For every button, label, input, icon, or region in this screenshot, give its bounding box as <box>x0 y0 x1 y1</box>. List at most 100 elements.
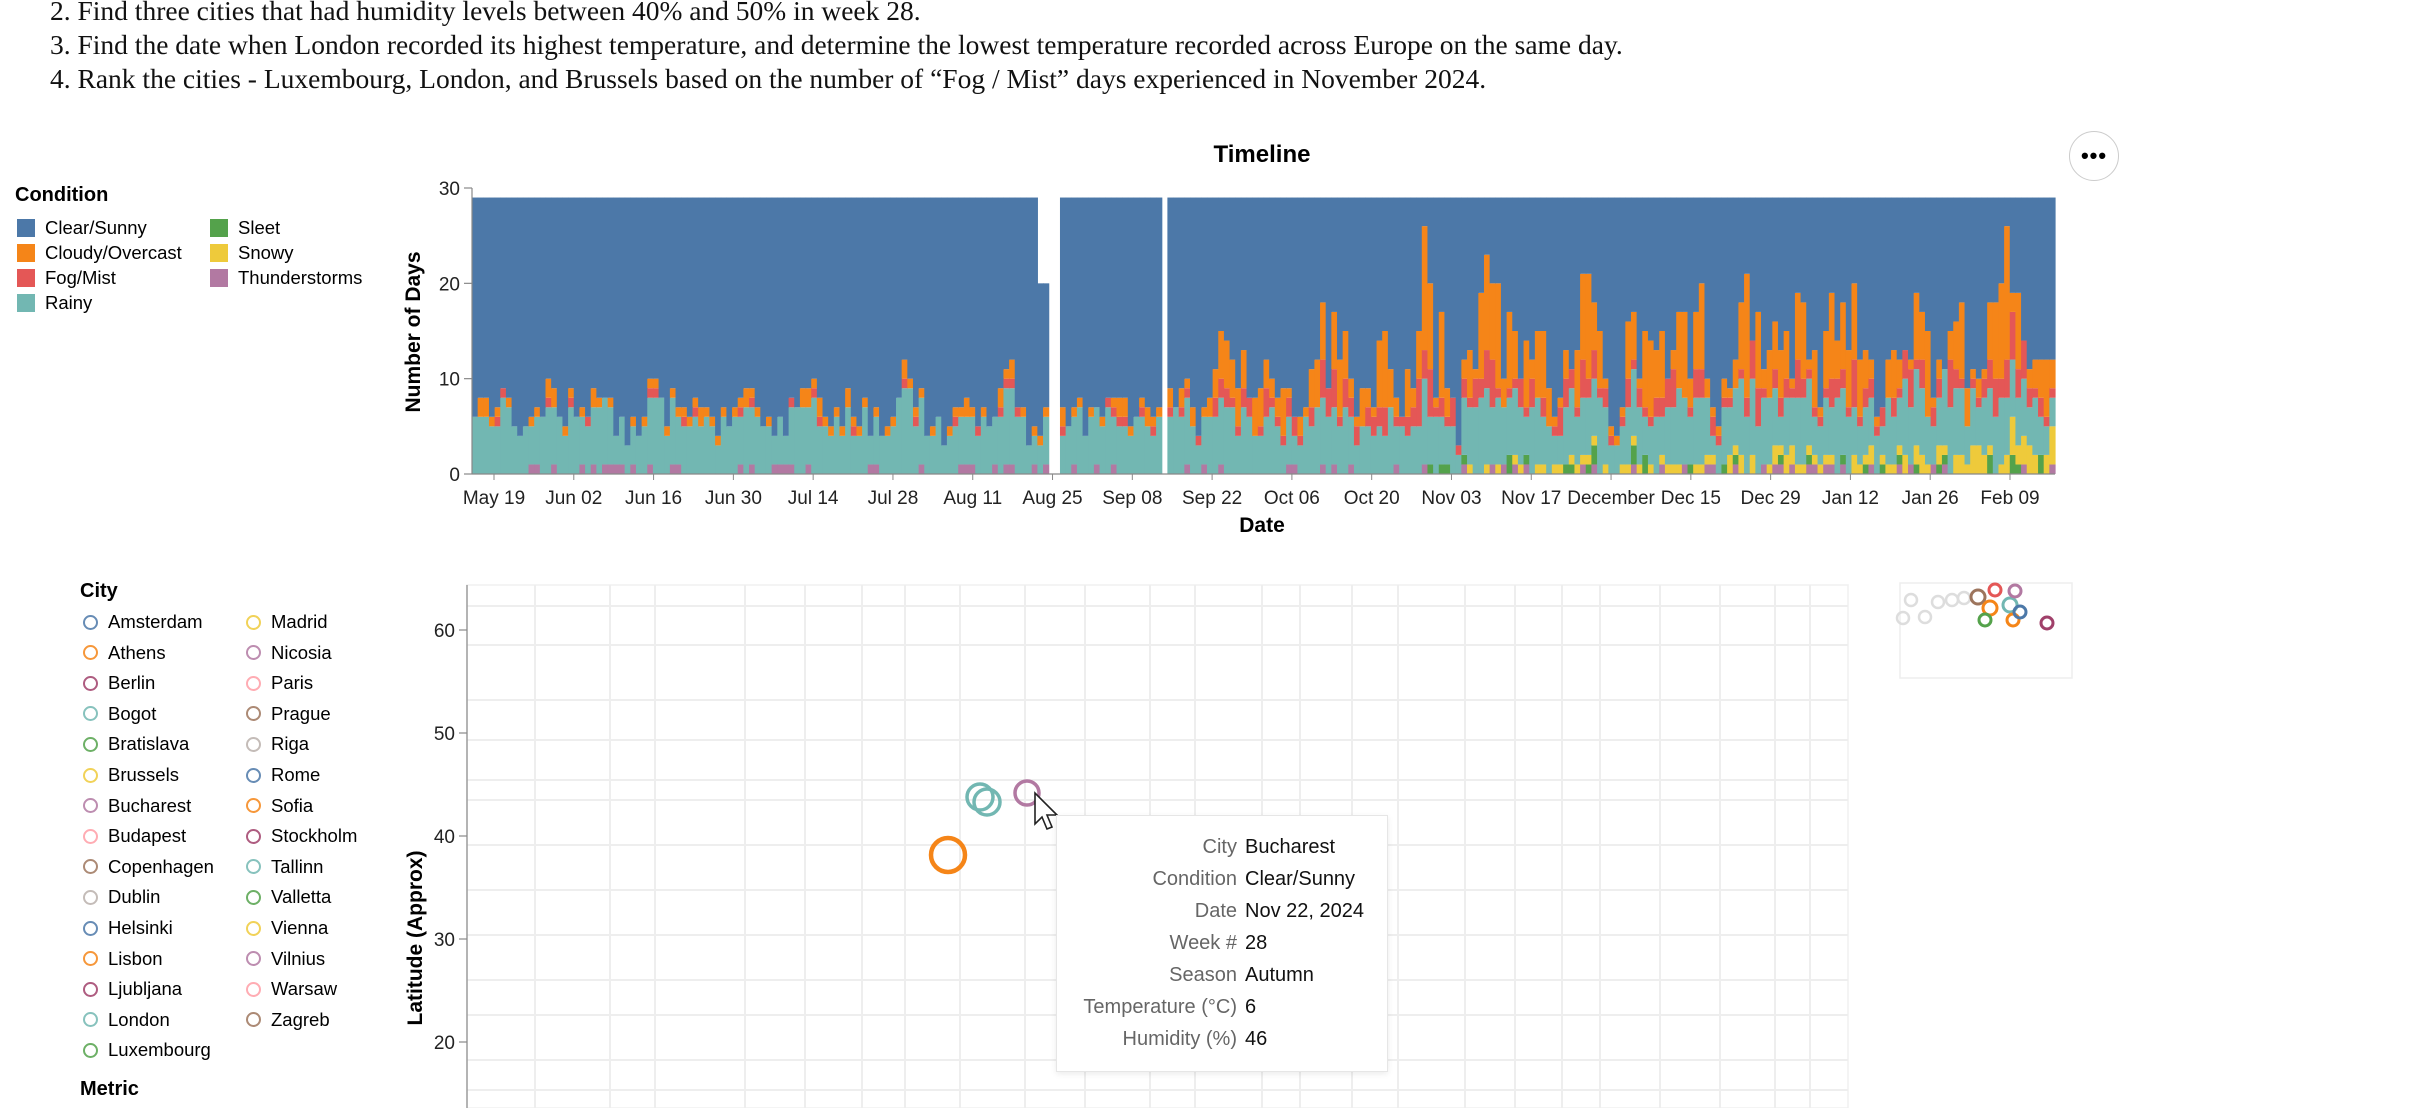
timeline-bar-segment <box>1811 454 1819 465</box>
condition-legend-item[interactable]: Thunderstorms <box>210 267 362 289</box>
city-legend-item[interactable]: Riga <box>246 733 309 755</box>
timeline-bar-segment <box>2026 369 2033 389</box>
condition-legend-item[interactable]: Rainy <box>17 292 92 314</box>
chart-actions-menu-button[interactable]: ••• <box>2069 131 2119 181</box>
city-legend-item[interactable]: Valletta <box>246 886 331 908</box>
timeline-x-tick-label: Sep 22 <box>1182 488 1242 509</box>
metric-legend-title: Metric <box>80 1078 139 1100</box>
timeline-bar-segment <box>1800 378 1807 398</box>
city-legend-item[interactable]: Budapest <box>83 825 186 847</box>
timeline-bar-segment <box>1009 378 1016 389</box>
timeline-bar-segment <box>494 426 501 474</box>
timeline-bar-segment <box>1500 197 1508 379</box>
timeline-bar-segment <box>1455 197 1462 446</box>
timeline-bar-segment <box>1891 464 1898 474</box>
city-legend-item[interactable]: Nicosia <box>246 642 332 664</box>
city-legend-item[interactable]: Amsterdam <box>83 611 203 633</box>
city-legend-item[interactable]: Lisbon <box>83 948 163 970</box>
scatter-minimap[interactable] <box>1895 582 2073 679</box>
timeline-bar-segment <box>862 407 869 474</box>
city-legend-label: Budapest <box>108 825 187 847</box>
timeline-bar-segment <box>1427 369 1434 417</box>
timeline-bar-segment <box>1348 397 1355 417</box>
city-legend-item[interactable]: Bratislava <box>83 733 189 755</box>
city-legend-item[interactable]: Vienna <box>246 917 328 939</box>
timeline-bar-segment <box>896 197 903 398</box>
city-legend-item[interactable]: Madrid <box>246 611 328 633</box>
condition-legend-item[interactable]: Snowy <box>210 242 294 264</box>
timeline-bar-segment <box>873 197 880 408</box>
timeline-bar-segment <box>1257 435 1265 474</box>
city-legend-label: Zagreb <box>271 1008 330 1030</box>
city-legend-item[interactable]: Helsinki <box>83 917 173 939</box>
timeline-bar-segment <box>1551 464 1559 474</box>
city-legend-item[interactable]: Tallinn <box>246 856 323 878</box>
timeline-bar-segment <box>1071 464 1078 474</box>
condition-legend-item[interactable]: Clear/Sunny <box>17 217 147 239</box>
city-legend-item[interactable]: Bogot <box>83 703 156 725</box>
timeline-bar-segment <box>1585 464 1593 474</box>
city-legend-item[interactable]: Zagreb <box>246 1009 330 1031</box>
timeline-bar-segment <box>1342 197 1349 331</box>
city-legend-item[interactable]: Rome <box>246 764 320 786</box>
scatter-point[interactable] <box>1013 779 1041 807</box>
city-symbol <box>83 981 98 997</box>
timeline-bar-segment <box>1727 388 1734 398</box>
city-legend-item[interactable]: Brussels <box>83 764 179 786</box>
city-legend-item[interactable]: Luxembourg <box>83 1039 211 1061</box>
timeline-bar-segment <box>1376 407 1383 427</box>
timeline-bar-segment <box>765 197 773 417</box>
timeline-bar-segment <box>1647 197 1655 341</box>
timeline-bar-segment <box>1195 197 1202 436</box>
timeline-bar-segment <box>1789 378 1796 389</box>
timeline-bar-segment <box>534 197 541 408</box>
timeline-bar-segment <box>1789 388 1796 398</box>
timeline-bar-segment <box>1009 388 1016 465</box>
city-legend-item[interactable]: London <box>83 1009 170 1031</box>
city-legend-item[interactable]: Dublin <box>83 886 160 908</box>
timeline-bar-segment <box>1732 359 1739 389</box>
city-legend-item[interactable]: Warsaw <box>246 978 337 1000</box>
timeline-bar-segment <box>1201 197 1208 408</box>
timeline-bar-segment <box>1246 197 1253 398</box>
timeline-bar-segment <box>1399 416 1406 427</box>
condition-legend-item[interactable]: Fog/Mist <box>17 267 116 289</box>
timeline-bar-segment <box>1512 197 1519 331</box>
timeline-x-tick-label: December <box>1567 488 1655 509</box>
timeline-bar-segment <box>1427 197 1434 284</box>
city-legend-item[interactable]: Ljubljana <box>83 978 182 1000</box>
timeline-bar-segment <box>1800 464 1807 474</box>
timeline-x-tick-label: Sep 08 <box>1102 488 1162 509</box>
city-legend-item[interactable]: Paris <box>246 672 313 694</box>
timeline-bar-segment <box>1851 359 1858 408</box>
timeline-bar-segment <box>1715 445 1723 474</box>
timeline-bar-segment <box>1156 407 1163 417</box>
condition-legend-item[interactable]: Sleet <box>210 217 280 239</box>
timeline-bar-segment <box>579 416 586 465</box>
timeline-bar-segment <box>1500 464 1508 474</box>
timeline-bar-segment <box>1941 445 1949 455</box>
city-legend-item[interactable]: Stockholm <box>246 825 357 847</box>
city-symbol <box>246 798 261 814</box>
timeline-bar-segment <box>1483 197 1491 255</box>
city-legend-item[interactable]: Berlin <box>83 672 155 694</box>
timeline-bar-segment <box>1874 426 1881 436</box>
timeline-bar-segment <box>1857 426 1864 465</box>
timeline-bar-segment <box>1467 464 1474 474</box>
city-legend-item[interactable]: Sofia <box>246 795 313 817</box>
city-legend-item[interactable]: Copenhagen <box>83 856 214 878</box>
timeline-bar-segment <box>1659 197 1666 331</box>
condition-legend-item[interactable]: Cloudy/Overcast <box>17 242 182 264</box>
timeline-bar-segment <box>1150 435 1157 474</box>
timeline-bar-segment <box>969 416 976 465</box>
timeline-bar-segment <box>1619 416 1626 427</box>
city-legend-item[interactable]: Vilnius <box>246 948 325 970</box>
scatter-point[interactable] <box>972 787 1002 817</box>
timeline-bar-segment <box>1212 416 1219 474</box>
city-legend-item[interactable]: Bucharest <box>83 795 191 817</box>
scatter-point[interactable] <box>965 782 995 812</box>
scatter-point[interactable] <box>928 835 968 875</box>
city-legend-item[interactable]: Athens <box>83 642 166 664</box>
timeline-bar-segment <box>2049 359 2056 389</box>
city-legend-item[interactable]: Prague <box>246 703 331 725</box>
